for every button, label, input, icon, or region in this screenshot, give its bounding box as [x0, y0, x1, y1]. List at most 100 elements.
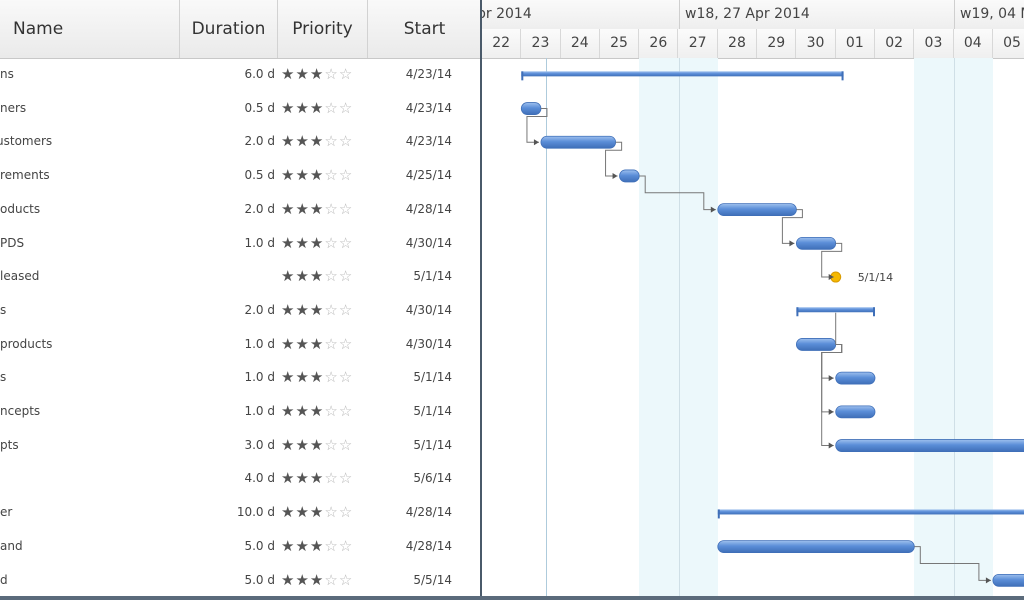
priority-rating[interactable]: ★★★☆☆ [281, 462, 353, 495]
priority-rating[interactable]: ★★★☆☆ [281, 227, 353, 260]
star-icon[interactable]: ★ [295, 435, 310, 454]
task-bar[interactable] [717, 540, 915, 554]
dependency-link[interactable] [821, 343, 843, 447]
star-icon[interactable]: ★ [309, 368, 325, 387]
star-icon[interactable]: ★ [281, 300, 296, 319]
star-icon[interactable]: ☆ [324, 300, 339, 319]
task-row[interactable]: leased ★★★☆☆ 5/1/14 [0, 260, 481, 293]
priority-rating[interactable]: ★★★☆☆ [281, 92, 353, 125]
star-icon[interactable]: ★ [295, 267, 310, 286]
star-icon[interactable]: ★ [309, 233, 325, 252]
star-icon[interactable]: ☆ [324, 435, 339, 454]
star-icon[interactable]: ☆ [338, 402, 354, 420]
task-row[interactable]: ncepts 1.0 d ★★★☆☆ 5/1/14 [0, 395, 481, 428]
star-icon[interactable]: ★ [309, 199, 325, 218]
priority-rating[interactable]: ★★★☆☆ [281, 193, 353, 226]
star-icon[interactable]: ☆ [338, 368, 354, 387]
star-icon[interactable]: ★ [281, 267, 296, 286]
star-icon[interactable]: ★ [309, 570, 325, 589]
task-row[interactable]: er 10.0 d ★★★☆☆ 4/28/14 [0, 496, 481, 529]
star-icon[interactable]: ★ [309, 503, 325, 522]
priority-rating[interactable]: ★★★☆☆ [281, 125, 353, 158]
task-bar[interactable] [992, 573, 1024, 587]
star-icon[interactable]: ★ [281, 368, 296, 387]
star-icon[interactable]: ☆ [338, 536, 354, 555]
star-icon[interactable]: ☆ [324, 98, 339, 117]
star-icon[interactable]: ★ [295, 402, 310, 420]
task-row[interactable]: ners 0.5 d ★★★☆☆ 4/23/14 [0, 92, 481, 125]
priority-rating[interactable]: ★★★☆☆ [281, 294, 353, 327]
star-icon[interactable]: ☆ [324, 132, 339, 151]
star-icon[interactable]: ★ [295, 570, 310, 589]
summary-bar[interactable] [796, 307, 875, 317]
star-icon[interactable]: ★ [295, 334, 310, 353]
task-bar[interactable] [835, 371, 876, 385]
star-icon[interactable]: ☆ [338, 98, 354, 117]
dependency-link[interactable] [821, 242, 843, 278]
grid-splitter[interactable] [480, 0, 482, 600]
task-row[interactable]: s 2.0 d ★★★☆☆ 4/30/14 [0, 294, 481, 327]
star-icon[interactable]: ★ [309, 469, 325, 488]
task-row[interactable]: oducts 2.0 d ★★★☆☆ 4/28/14 [0, 193, 481, 226]
star-icon[interactable]: ☆ [338, 267, 354, 286]
star-icon[interactable]: ★ [295, 98, 310, 117]
star-icon[interactable]: ☆ [324, 368, 339, 387]
priority-rating[interactable]: ★★★☆☆ [281, 260, 353, 293]
star-icon[interactable]: ☆ [338, 570, 354, 589]
star-icon[interactable]: ☆ [338, 233, 354, 252]
star-icon[interactable]: ★ [309, 435, 325, 454]
star-icon[interactable]: ★ [281, 98, 296, 117]
star-icon[interactable]: ☆ [338, 435, 354, 454]
task-bar[interactable] [619, 169, 640, 183]
star-icon[interactable]: ★ [295, 469, 310, 488]
dependency-link[interactable] [526, 108, 548, 143]
column-header-priority[interactable]: Priority [278, 0, 368, 58]
star-icon[interactable]: ☆ [324, 503, 339, 522]
task-bar[interactable] [835, 439, 1024, 452]
star-icon[interactable]: ☆ [324, 166, 339, 185]
star-icon[interactable]: ☆ [324, 334, 339, 353]
star-icon[interactable]: ★ [281, 536, 296, 555]
star-icon[interactable]: ★ [295, 233, 310, 252]
column-header-start[interactable]: Start [403, 19, 446, 39]
task-row[interactable]: and 5.0 d ★★★☆☆ 4/28/14 [0, 530, 481, 563]
task-row[interactable]: pts 3.0 d ★★★☆☆ 5/1/14 [0, 429, 481, 462]
dependency-link[interactable] [781, 209, 803, 244]
task-bar[interactable] [835, 405, 876, 419]
star-icon[interactable]: ★ [309, 98, 325, 117]
star-icon[interactable]: ☆ [338, 199, 354, 218]
task-bar[interactable] [717, 203, 797, 217]
star-icon[interactable]: ★ [295, 536, 310, 555]
task-bar[interactable] [795, 236, 837, 250]
star-icon[interactable]: ☆ [338, 334, 354, 353]
dependency-link[interactable] [914, 546, 991, 581]
star-icon[interactable]: ★ [295, 503, 310, 522]
task-bar[interactable] [795, 338, 837, 351]
star-icon[interactable]: ★ [281, 199, 296, 218]
star-icon[interactable]: ★ [309, 65, 325, 83]
task-row[interactable]: s 1.0 d ★★★☆☆ 5/1/14 [0, 361, 481, 394]
priority-rating[interactable]: ★★★☆☆ [281, 496, 353, 529]
star-icon[interactable]: ☆ [338, 469, 354, 488]
star-icon[interactable]: ★ [295, 368, 310, 387]
star-icon[interactable]: ★ [281, 233, 296, 252]
star-icon[interactable]: ★ [309, 334, 325, 353]
column-header-duration[interactable]: Duration [180, 0, 278, 58]
priority-rating[interactable]: ★★★☆☆ [281, 159, 353, 192]
priority-rating[interactable]: ★★★☆☆ [281, 395, 353, 428]
star-icon[interactable]: ☆ [338, 65, 354, 83]
star-icon[interactable]: ☆ [324, 199, 339, 218]
star-icon[interactable]: ★ [281, 469, 296, 488]
summary-bar[interactable] [717, 509, 1024, 519]
star-icon[interactable]: ★ [281, 65, 296, 83]
task-bar[interactable] [520, 102, 542, 115]
star-icon[interactable]: ★ [281, 570, 296, 589]
star-icon[interactable]: ☆ [324, 536, 339, 555]
priority-rating[interactable]: ★★★☆☆ [281, 328, 353, 361]
task-row[interactable]: rements 0.5 d ★★★☆☆ 4/25/14 [0, 159, 481, 192]
task-bar[interactable] [540, 135, 617, 149]
star-icon[interactable]: ★ [281, 435, 296, 454]
star-icon[interactable]: ☆ [338, 166, 354, 185]
star-icon[interactable]: ★ [295, 65, 310, 83]
star-icon[interactable]: ★ [295, 300, 310, 319]
